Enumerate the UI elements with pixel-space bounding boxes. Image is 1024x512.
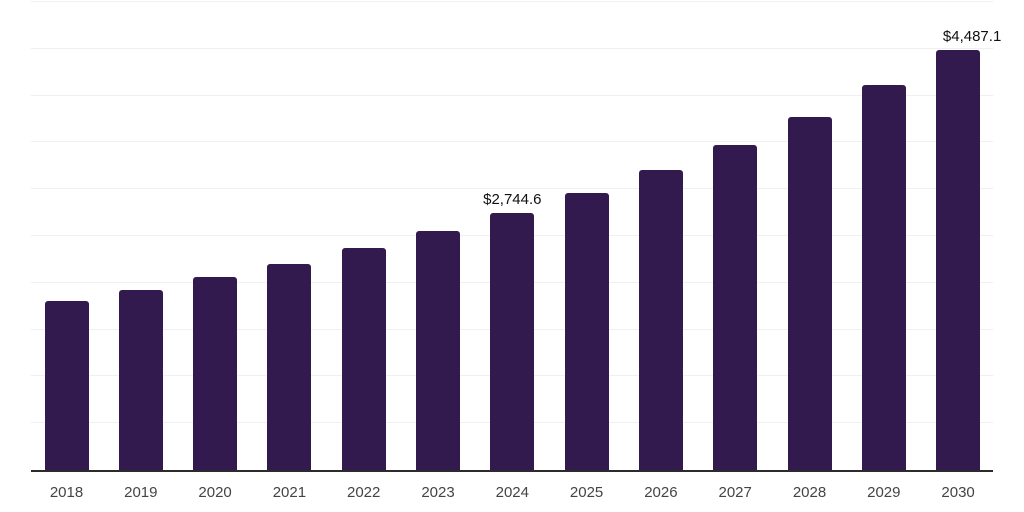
x-tick-2028: 2028 bbox=[792, 484, 827, 501]
x-tick-2029: 2029 bbox=[867, 484, 901, 501]
data-label-2030: $4,487.1 bbox=[942, 28, 1002, 46]
gridline-4500 bbox=[31, 47, 993, 49]
bar-2029 bbox=[861, 84, 906, 470]
bar-2028 bbox=[787, 117, 832, 470]
x-tick-2026: 2026 bbox=[644, 484, 678, 501]
bar-2022 bbox=[341, 248, 386, 470]
x-tick-2023: 2023 bbox=[421, 484, 455, 501]
bar-2019 bbox=[118, 289, 163, 470]
x-tick-2027: 2027 bbox=[718, 484, 752, 501]
gridline-4000 bbox=[31, 94, 993, 96]
x-tick-2020: 2020 bbox=[198, 484, 232, 501]
gridline-3500 bbox=[31, 141, 993, 143]
bar-2026 bbox=[638, 169, 683, 470]
bar-2023 bbox=[416, 230, 460, 470]
bar-2021 bbox=[267, 264, 312, 470]
bar-2025 bbox=[564, 192, 609, 470]
x-tick-2024: 2024 bbox=[495, 484, 529, 501]
gridline-3000 bbox=[31, 188, 993, 190]
bar-2027 bbox=[713, 145, 758, 470]
data-label-2024: $2,744.6 bbox=[483, 191, 542, 209]
x-axis-labels: 2018 2019 2020 2021 2022 2023 2024 2025 2026 2027… bbox=[31, 484, 993, 506]
bar-2020 bbox=[193, 276, 238, 470]
x-tick-2030: 2030 bbox=[941, 484, 975, 501]
x-tick-2021: 2021 bbox=[272, 484, 307, 501]
x-tick-2025: 2025 bbox=[569, 484, 604, 501]
x-tick-2018: 2018 bbox=[49, 484, 84, 501]
x-tick-2022: 2022 bbox=[347, 484, 381, 501]
x-tick-2019: 2019 bbox=[124, 484, 158, 501]
bar-2024 bbox=[490, 213, 535, 470]
gridline-5000 bbox=[31, 1, 993, 2]
bar-2030 bbox=[936, 50, 981, 470]
plot-area: $2,744.6 $4,487.1 bbox=[31, 1, 1001, 472]
bar-2018 bbox=[44, 300, 89, 470]
